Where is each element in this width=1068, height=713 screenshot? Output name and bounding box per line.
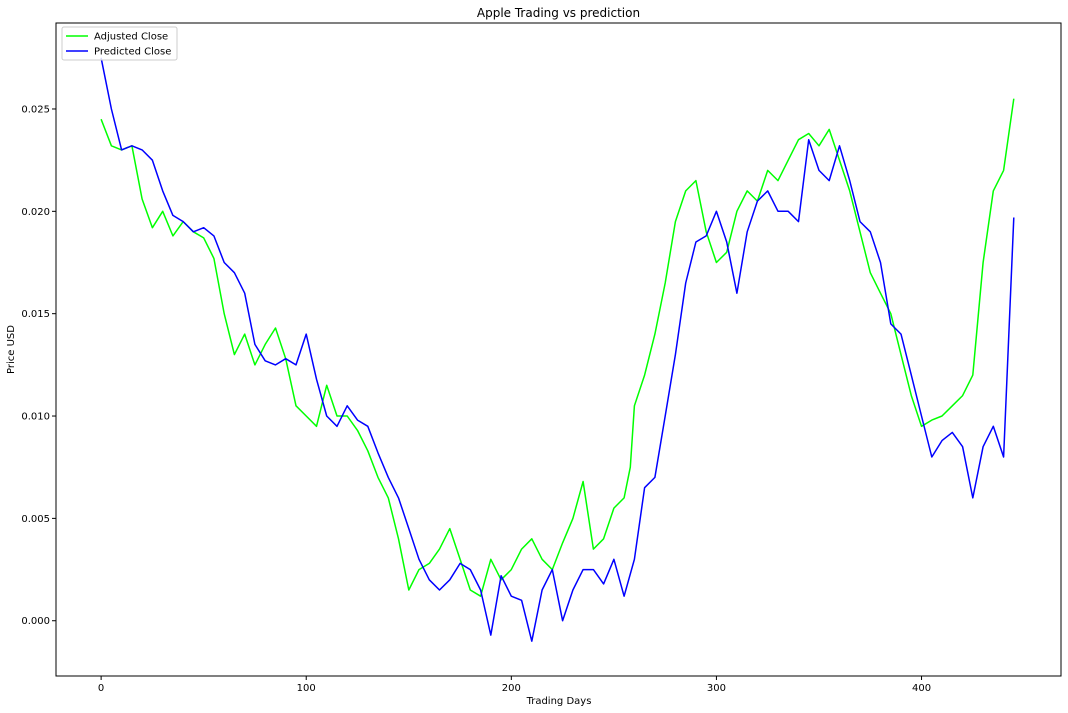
- axes-frame: [55, 22, 1062, 677]
- legend-label: Adjusted Close: [94, 32, 168, 43]
- x-tick-label: 200: [502, 683, 521, 694]
- series-line-predicted-close: [100, 57, 1015, 642]
- x-tick-label: 0: [98, 683, 104, 694]
- plot-area: [100, 57, 1015, 642]
- chart-title: Apple Trading vs prediction: [477, 6, 640, 20]
- axes: 0 100 200 300 400 0.000 0.005 0.010 0.015 0.020 0.…: [21, 22, 1062, 694]
- y-tick-label: 0.000: [21, 616, 50, 627]
- legend-label: Predicted Close: [94, 47, 171, 58]
- y-tick-label: 0.015: [21, 309, 50, 320]
- series-line-adjusted-close: [100, 98, 1015, 597]
- y-tick-label: 0.020: [21, 207, 50, 218]
- x-tick-label: 100: [297, 683, 316, 694]
- legend: Adjusted Close Predicted Close: [61, 26, 178, 61]
- y-tick-label: 0.025: [21, 104, 50, 115]
- x-axis-label: Trading Days: [526, 696, 592, 707]
- x-tick-label: 400: [912, 683, 931, 694]
- legend-box: [61, 26, 178, 61]
- y-tick-label: 0.010: [21, 412, 50, 423]
- x-tick-label: 300: [707, 683, 726, 694]
- y-tick-label: 0.005: [21, 514, 50, 525]
- y-axis-label: Price USD: [6, 325, 17, 374]
